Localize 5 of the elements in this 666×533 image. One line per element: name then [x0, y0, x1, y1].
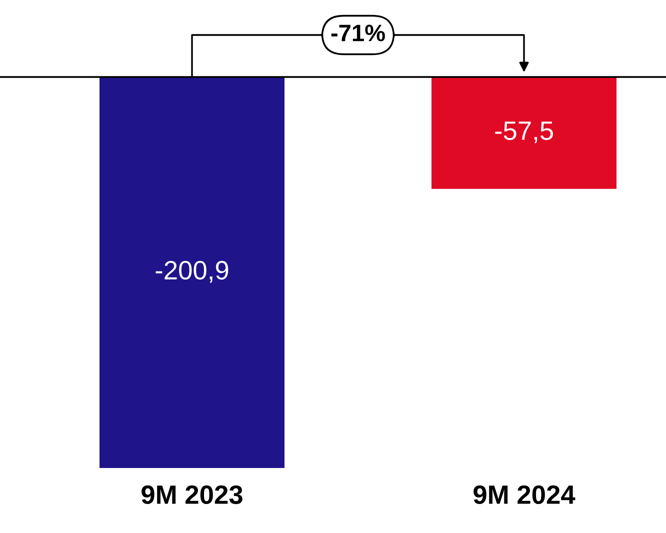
data-label: -57,5: [495, 122, 553, 144]
text: -71%: [331, 24, 385, 42]
x-tick-label: 9M 2024: [474, 485, 576, 504]
x-tick-label: 9M 2023: [142, 485, 242, 504]
data-label: -200,9: [156, 260, 228, 283]
